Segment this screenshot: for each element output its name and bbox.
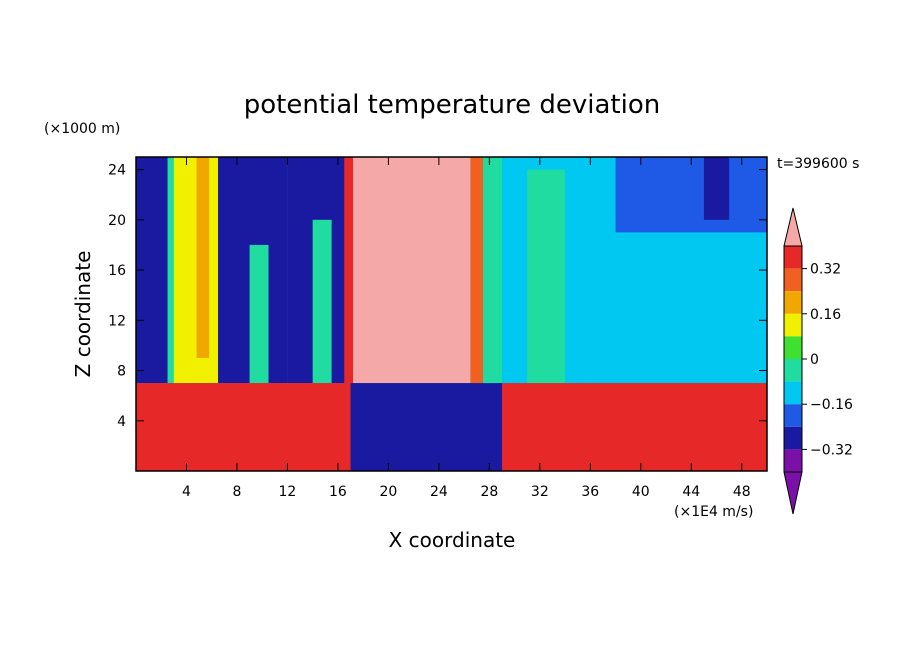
x-axis-label: X coordinate [389, 528, 516, 552]
field-region [483, 157, 502, 384]
field-region [249, 244, 269, 384]
colorbar-label: 0.32 [810, 262, 841, 278]
colorbar-top-arrow [783, 207, 803, 247]
field-region [196, 157, 210, 358]
x-tick-label: 44 [682, 484, 700, 500]
x-tick-label: 48 [733, 484, 751, 500]
x-tick-label: 24 [430, 484, 448, 500]
colorbar: 0.32 0.16 0 −0.16 −0.32 [783, 207, 853, 515]
colorbar-label: 0.16 [810, 307, 841, 323]
plot-area [136, 157, 767, 471]
field-region [312, 219, 332, 384]
y-tick-label: 24 [108, 163, 126, 179]
field-region [527, 169, 566, 384]
x-tick-label: 36 [581, 484, 599, 500]
field-region [470, 157, 484, 384]
field-region [615, 157, 767, 233]
x-tick-label: 20 [379, 484, 397, 500]
y-tick-label: 16 [108, 263, 126, 279]
x-tick-label: 4 [182, 484, 191, 500]
field-region [173, 157, 219, 384]
colorbar-swatch [784, 313, 802, 337]
colorbar-swatch [784, 381, 802, 405]
plot-frame [135, 156, 768, 472]
y-axis: 4 8 12 16 20 24 [108, 163, 767, 430]
x-tick-label: 28 [480, 484, 498, 500]
colorbar-label: 0 [810, 352, 819, 368]
field-region [703, 157, 730, 220]
y-units-label: (×1000 m) [44, 121, 120, 137]
field-region [136, 383, 351, 471]
colorbar-label: −0.16 [810, 397, 853, 413]
y-tick-label: 12 [108, 313, 126, 329]
colorbar-swatch [784, 359, 802, 382]
field-region [350, 383, 502, 471]
field-region [501, 383, 767, 471]
x-tick-label: 8 [232, 484, 241, 500]
x-axis: 4 8 12 16 20 24 28 32 36 40 44 48 [182, 157, 751, 500]
x-tick-label: 32 [531, 484, 549, 500]
x-tick-label: 12 [279, 484, 297, 500]
colorbar-swatch [784, 291, 802, 314]
y-tick-label: 8 [117, 364, 126, 380]
y-axis-label: Z coordinate [71, 251, 95, 378]
colorbar-swatch [784, 268, 802, 292]
time-label: t=399600 s [777, 156, 859, 172]
y-tick-label: 20 [108, 213, 126, 229]
colorbar-swatch [784, 426, 802, 450]
colorbar-swatch [784, 404, 802, 427]
y-tick-label: 4 [117, 414, 126, 430]
colorbar-label: −0.32 [810, 442, 853, 458]
chart-title: potential temperature deviation [244, 90, 660, 120]
colorbar-swatch [784, 449, 802, 472]
field-region [353, 157, 471, 384]
colorbar-swatch [784, 336, 802, 359]
x-tick-label: 16 [329, 484, 347, 500]
colorbar-bottom-arrow [783, 471, 803, 515]
x-units-label: (×1E4 m/s) [674, 504, 753, 520]
x-tick-label: 40 [632, 484, 650, 500]
colorbar-swatch [784, 246, 802, 269]
